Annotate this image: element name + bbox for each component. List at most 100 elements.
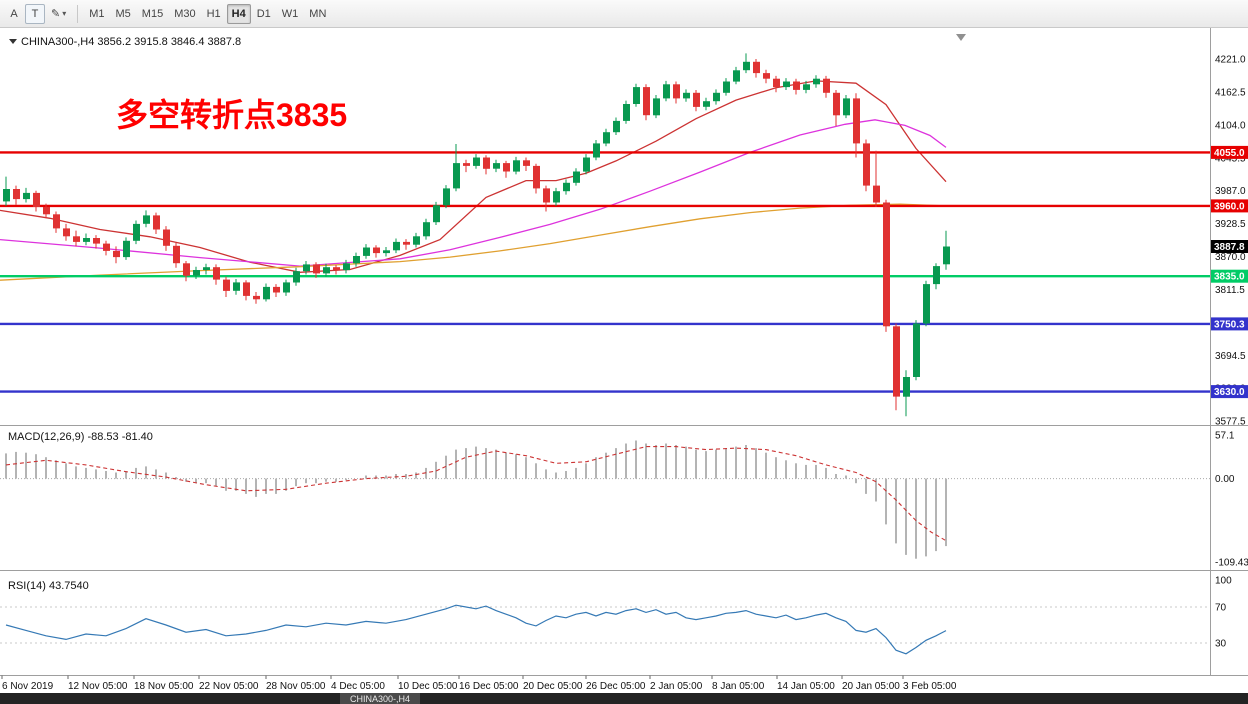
candle <box>283 282 290 293</box>
timeframe-m15-button[interactable]: M15 <box>141 7 164 20</box>
svg-text:26 Dec 05:00: 26 Dec 05:00 <box>586 681 646 692</box>
timeframe-m30-button[interactable]: M30 <box>174 7 196 20</box>
horizontal-price-lines <box>0 151 1210 393</box>
candle <box>843 98 850 116</box>
time-axis: 6 Nov 2019 12 Nov 05:00 18 Nov 05:00 22 Nov… <box>1 675 957 692</box>
timeframe-h1-button[interactable]: H1 <box>206 7 221 20</box>
candle <box>713 92 720 102</box>
svg-text:3630.0: 3630.0 <box>1214 387 1245 398</box>
candle <box>133 223 140 241</box>
candle <box>793 81 800 90</box>
svg-text:4221.0: 4221.0 <box>1215 55 1246 66</box>
symbol-dropdown-icon[interactable] <box>9 39 17 44</box>
candle <box>833 92 840 116</box>
candle <box>653 98 660 116</box>
svg-text:3987.0: 3987.0 <box>1215 186 1246 197</box>
svg-text:14 Jan 05:00: 14 Jan 05:00 <box>777 681 835 692</box>
candle <box>443 188 450 206</box>
candle <box>633 87 640 104</box>
candle <box>643 87 650 116</box>
candle <box>473 157 480 166</box>
price-tag-4055.0: 4055.0 <box>1211 145 1248 159</box>
candle <box>53 214 60 229</box>
candle <box>83 238 90 242</box>
svg-text:3 Feb 05:00: 3 Feb 05:00 <box>903 681 957 692</box>
svg-text:3870.0: 3870.0 <box>1215 252 1246 263</box>
candle <box>313 264 320 274</box>
svg-text:3928.5: 3928.5 <box>1215 219 1246 230</box>
svg-text:12 Nov 05:00: 12 Nov 05:00 <box>68 681 128 692</box>
timeframe-d1-button[interactable]: D1 <box>256 7 271 20</box>
svg-text:3835.0: 3835.0 <box>1214 272 1245 283</box>
candle <box>393 241 400 251</box>
svg-text:3811.5: 3811.5 <box>1215 285 1245 296</box>
candle <box>3 189 10 202</box>
svg-text:3577.5: 3577.5 <box>1215 417 1246 428</box>
svg-text:30: 30 <box>1215 639 1227 650</box>
candle <box>203 267 210 270</box>
candle <box>603 132 610 144</box>
rsi-label: RSI(14) 43.7540 <box>8 580 89 592</box>
candle <box>43 207 50 215</box>
candle <box>123 240 130 258</box>
macd-label: MACD(12,26,9) -88.53 -81.40 <box>8 431 153 443</box>
svg-text:28 Nov 05:00: 28 Nov 05:00 <box>266 681 326 692</box>
chart-canvas[interactable]: CHINA300-,H4 3856.2 3915.8 3846.4 3887.8… <box>0 28 1248 693</box>
candle <box>253 295 260 300</box>
candle <box>413 236 420 245</box>
candle <box>323 267 330 274</box>
timeframe-m5-button[interactable]: M5 <box>115 7 131 20</box>
chart-shift-marker <box>956 34 966 41</box>
chart-annotation[interactable]: 多空转折点3835 <box>116 97 347 133</box>
candle <box>383 250 390 254</box>
candle <box>143 215 150 224</box>
svg-text:4104.0: 4104.0 <box>1215 120 1246 131</box>
cursor-a-button[interactable]: A <box>10 7 18 20</box>
candle <box>663 84 670 99</box>
svg-text:3694.5: 3694.5 <box>1215 351 1246 362</box>
candle <box>503 163 510 172</box>
candle <box>673 84 680 99</box>
draw-tool-button[interactable]: ✎ ▾ <box>46 4 71 24</box>
timeframe-w1-button[interactable]: W1 <box>281 7 299 20</box>
ma-fast-red <box>0 80 947 273</box>
text-tool-button[interactable]: T <box>25 3 45 24</box>
candle <box>33 192 40 207</box>
candle <box>583 157 590 172</box>
candle <box>453 163 460 189</box>
candle <box>863 143 870 186</box>
ma-mid-magenta <box>0 119 947 267</box>
svg-text:16 Dec 05:00: 16 Dec 05:00 <box>459 681 519 692</box>
candle <box>263 286 270 300</box>
candle <box>273 286 280 293</box>
candle <box>223 279 230 291</box>
candle <box>853 98 860 144</box>
svg-text:-109.43: -109.43 <box>1215 558 1248 569</box>
timeframe-m1-button[interactable]: M1 <box>89 7 105 20</box>
candle <box>293 271 300 283</box>
candle <box>423 222 430 237</box>
candle <box>753 61 760 74</box>
candlestick-series <box>3 53 950 417</box>
candle <box>173 245 180 264</box>
candle <box>213 267 220 280</box>
candle <box>523 160 530 166</box>
svg-text:3887.8: 3887.8 <box>1214 242 1245 253</box>
candle <box>873 185 880 203</box>
candle <box>513 160 520 172</box>
candle <box>433 205 440 223</box>
chart-tab[interactable]: CHINA300-,H4 <box>340 693 421 704</box>
timeframe-h4-button[interactable]: H4 <box>226 3 251 24</box>
candle <box>803 84 810 90</box>
candle <box>623 104 630 121</box>
chart-title: CHINA300-,H4 3856.2 3915.8 3846.4 3887.8 <box>21 36 241 48</box>
price-tag-3750.3: 3750.3 <box>1211 317 1248 331</box>
candle <box>743 61 750 71</box>
candle <box>733 70 740 82</box>
svg-text:22 Nov 05:00: 22 Nov 05:00 <box>199 681 259 692</box>
chevron-down-icon: ▾ <box>62 9 67 18</box>
timeframe-mn-button[interactable]: MN <box>309 7 327 20</box>
candle <box>363 247 370 256</box>
candle <box>343 263 350 271</box>
